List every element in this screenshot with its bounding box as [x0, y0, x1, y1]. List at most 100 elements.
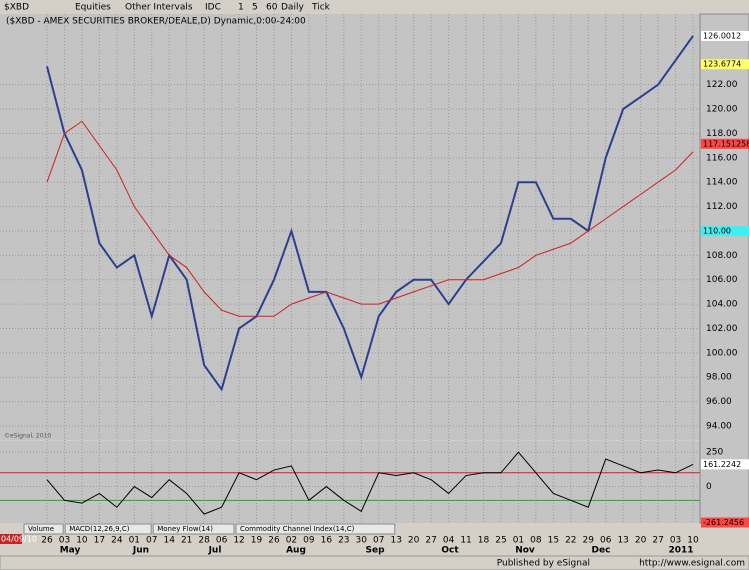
- last-value-box: [701, 225, 749, 236]
- y-tick-label: 120.00: [706, 105, 738, 115]
- indicator-pane: [0, 441, 700, 523]
- series-line: [46, 451, 694, 515]
- tab-label[interactable]: MACD(12,26,9,C): [69, 525, 130, 533]
- x-tick-label: 15: [548, 536, 559, 546]
- x-tick-label: 13: [617, 536, 628, 546]
- x-tick-label: 17: [94, 536, 105, 546]
- x-tick-label: 26: [41, 536, 53, 546]
- x-tick-label: 19: [251, 536, 263, 546]
- x-tick-label: 27: [425, 536, 436, 546]
- last-value-box: [701, 459, 749, 470]
- x-tick-label: 14: [163, 536, 175, 546]
- x-tick-label: 20: [408, 536, 420, 546]
- y-tick-label: 102.00: [706, 324, 738, 334]
- last-value-label: 123.6774: [703, 60, 741, 69]
- tab-label[interactable]: Volume: [28, 525, 54, 533]
- last-value-box: [701, 30, 749, 41]
- y-tick-label: 118.00: [706, 129, 738, 139]
- last-value-box: [701, 59, 749, 70]
- tab-label[interactable]: Commodity Channel Index(14,C): [240, 525, 355, 533]
- x-tick-label: 24: [111, 536, 123, 546]
- toolbar-item[interactable]: Tick: [311, 3, 331, 13]
- status-left: Published by eSignal: [497, 559, 590, 569]
- y-tick-label: 114.00: [706, 178, 738, 188]
- last-value-label: 117.151258: [703, 139, 749, 148]
- toolbar-item[interactable]: 60: [266, 3, 278, 13]
- last-value-label: 110.00: [703, 226, 731, 235]
- x-tick-label: 23: [338, 536, 349, 546]
- x-tick-label: 02: [286, 536, 297, 546]
- last-value-label: 161.2242: [703, 460, 741, 469]
- tab[interactable]: [235, 523, 396, 535]
- start-date-box: [0, 534, 22, 544]
- x-tick-label: 25: [495, 536, 506, 546]
- month-label: May: [60, 546, 81, 556]
- y-tick-label: 96.00: [706, 397, 732, 407]
- tab[interactable]: [64, 523, 152, 535]
- x-tick-label: 04: [443, 536, 455, 546]
- toolbar: [0, 0, 749, 14]
- month-label: Dec: [592, 546, 611, 556]
- x-tick-label: 09: [303, 536, 315, 546]
- toolbar-item[interactable]: 5: [252, 3, 258, 13]
- x-tick-label: 16: [321, 536, 333, 546]
- y-tick-label: 250: [706, 448, 723, 458]
- last-value-box: [701, 138, 749, 149]
- x-tick-label: 29: [583, 536, 595, 546]
- x-tick-label: 22: [565, 536, 576, 546]
- x-tick-label: 20: [635, 536, 647, 546]
- x-tick-label: 18: [478, 536, 490, 546]
- toolbar-item[interactable]: Other Intervals: [125, 3, 193, 13]
- toolbar-item[interactable]: Daily: [281, 3, 304, 13]
- toolbar-item[interactable]: 1: [238, 3, 244, 13]
- month-label: Jun: [132, 546, 149, 556]
- tab[interactable]: [152, 523, 235, 535]
- y-tick-label: 122.00: [706, 80, 738, 90]
- x-tick-label: 01: [129, 536, 140, 546]
- x-tick-label: 01: [513, 536, 524, 546]
- y-tick-label: 98.00: [706, 373, 732, 383]
- month-label: Sep: [365, 546, 385, 556]
- toolbar-item[interactable]: Equities: [75, 3, 111, 13]
- y-tick-label: 106.00: [706, 275, 738, 285]
- y-tick-label: 108.00: [706, 251, 738, 261]
- month-label: Jul: [208, 546, 222, 556]
- x-tick-label: 03: [670, 536, 681, 546]
- series-line: [46, 35, 694, 392]
- x-tick-label: 28: [198, 536, 210, 546]
- y-tick-label: 100.00: [706, 348, 738, 358]
- toolbar-item[interactable]: IDC: [205, 3, 221, 13]
- x-axis-area: [0, 534, 749, 556]
- last-value-label: 126.0012: [703, 31, 741, 40]
- x-tick-label: 13: [390, 536, 401, 546]
- x-tick-label: 06: [216, 536, 228, 546]
- x-tick-label: 30: [356, 536, 368, 546]
- tab[interactable]: [23, 523, 64, 535]
- x-tick-label: 08: [530, 536, 542, 546]
- series-line: [46, 120, 694, 317]
- x-tick-label: 27: [652, 536, 663, 546]
- last-value-box: [701, 517, 749, 528]
- month-label: Oct: [441, 546, 459, 556]
- toolbar-symbol[interactable]: $XBD: [4, 3, 29, 13]
- start-date: 04/09/10: [1, 535, 37, 544]
- x-tick-label: 12: [233, 536, 244, 546]
- x-tick-label: 10: [687, 536, 699, 546]
- status-bar: [0, 555, 749, 570]
- y-tick-label: 94.00: [706, 421, 732, 431]
- x-tick-label: 07: [373, 536, 384, 546]
- x-tick-label: 07: [146, 536, 157, 546]
- month-label: Nov: [515, 546, 535, 556]
- tab-label[interactable]: Money Flow(14): [157, 525, 213, 533]
- y-tick-label: 104.00: [706, 300, 738, 310]
- x-tick-label: 21: [181, 536, 192, 546]
- chart-title: ($XBD - AMEX SECURITIES BROKER/DEALE,D) …: [6, 17, 306, 27]
- x-tick-label: 26: [268, 536, 280, 546]
- x-tick-label: 03: [59, 536, 70, 546]
- x-tick-label: 11: [460, 536, 471, 546]
- price-pane: [0, 14, 700, 440]
- y-tick-label: 0: [706, 482, 712, 492]
- x-tick-label: 10: [76, 536, 88, 546]
- month-label: Aug: [286, 546, 306, 556]
- status-right: http://www.esignal.com: [639, 559, 745, 569]
